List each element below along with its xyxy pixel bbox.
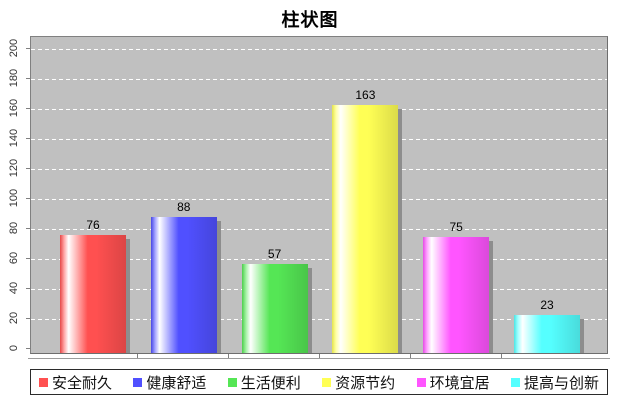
plot-area: 76 88 57 163 75 23 [30,36,608,354]
gridline [31,259,607,260]
y-tick-label: 180 [8,68,20,88]
category-tick [228,354,230,358]
y-tick-label: 100 [8,188,20,208]
y-tick-mark [26,288,30,289]
bar-value-label: 75 [449,219,463,234]
y-tick-mark [26,318,30,319]
y-tick-mark [26,48,30,49]
bar-value-label: 88 [177,200,191,214]
y-tick-label: 80 [8,221,20,235]
gridline [31,229,607,230]
category-tick [409,354,411,358]
y-tick-label: 0 [8,344,20,352]
category-tick [137,354,139,358]
y-tick-mark [26,168,30,169]
legend-label: 安全耐久 [52,375,113,392]
bar-value-label: 23 [540,297,554,312]
legend-label: 健康舒适 [146,375,207,392]
y-tick-label: 200 [8,38,20,58]
y-tick-label: 140 [8,128,20,148]
chart-title: 柱状图 [281,10,339,30]
legend-item: 资源节约 [322,372,395,393]
legend-swatch [133,377,143,387]
category-tick [500,354,502,358]
gridline [31,49,607,50]
bar-value-label: 76 [86,218,100,232]
legend-label: 资源节约 [335,375,396,392]
legend-swatch [416,377,426,387]
gridline [31,319,607,320]
x-axis-line [28,358,610,359]
y-tick-label: 120 [8,158,20,178]
bar [241,263,308,353]
legend-swatch [39,377,48,387]
y-tick-mark [26,78,30,79]
legend-swatch [227,377,237,387]
y-tick-label: 160 [8,98,20,118]
y-tick-label: 20 [8,311,20,325]
bar [60,235,126,353]
gridline [31,169,607,170]
gridline [31,289,607,290]
bar [423,236,490,353]
gridline [31,139,607,140]
y-tick-label: 60 [8,251,20,265]
y-tick-mark [26,108,30,109]
bar-value-label: 57 [267,246,282,261]
legend-item: 环境宜居 [416,372,490,393]
gridline [31,79,607,80]
legend-label: 环境宜居 [429,375,490,392]
bar [332,104,399,353]
bar [514,314,580,353]
bar-value-label: 163 [355,87,376,102]
y-tick-mark [26,198,30,199]
legend-item: 安全耐久 [39,372,112,393]
y-tick-label: 40 [8,281,20,295]
y-tick-mark [26,258,30,259]
legend-label: 生活便利 [240,375,301,392]
y-tick-mark [26,138,30,139]
category-tick [319,354,320,358]
y-tick-mark [26,348,30,349]
y-tick-mark [26,228,30,229]
legend-item: 健康舒适 [133,372,206,393]
legend-swatch [322,377,332,387]
gridline [31,199,607,200]
gridline [31,109,607,110]
bar [150,217,217,353]
legend: 安全耐久 健康舒适 生活便利 资源节约 环境宜居 提高与创新 [30,369,608,395]
legend-label: 提高与创新 [523,375,599,392]
legend-item: 提高与创新 [510,372,599,393]
legend-item: 生活便利 [227,372,301,393]
legend-swatch [510,377,520,387]
